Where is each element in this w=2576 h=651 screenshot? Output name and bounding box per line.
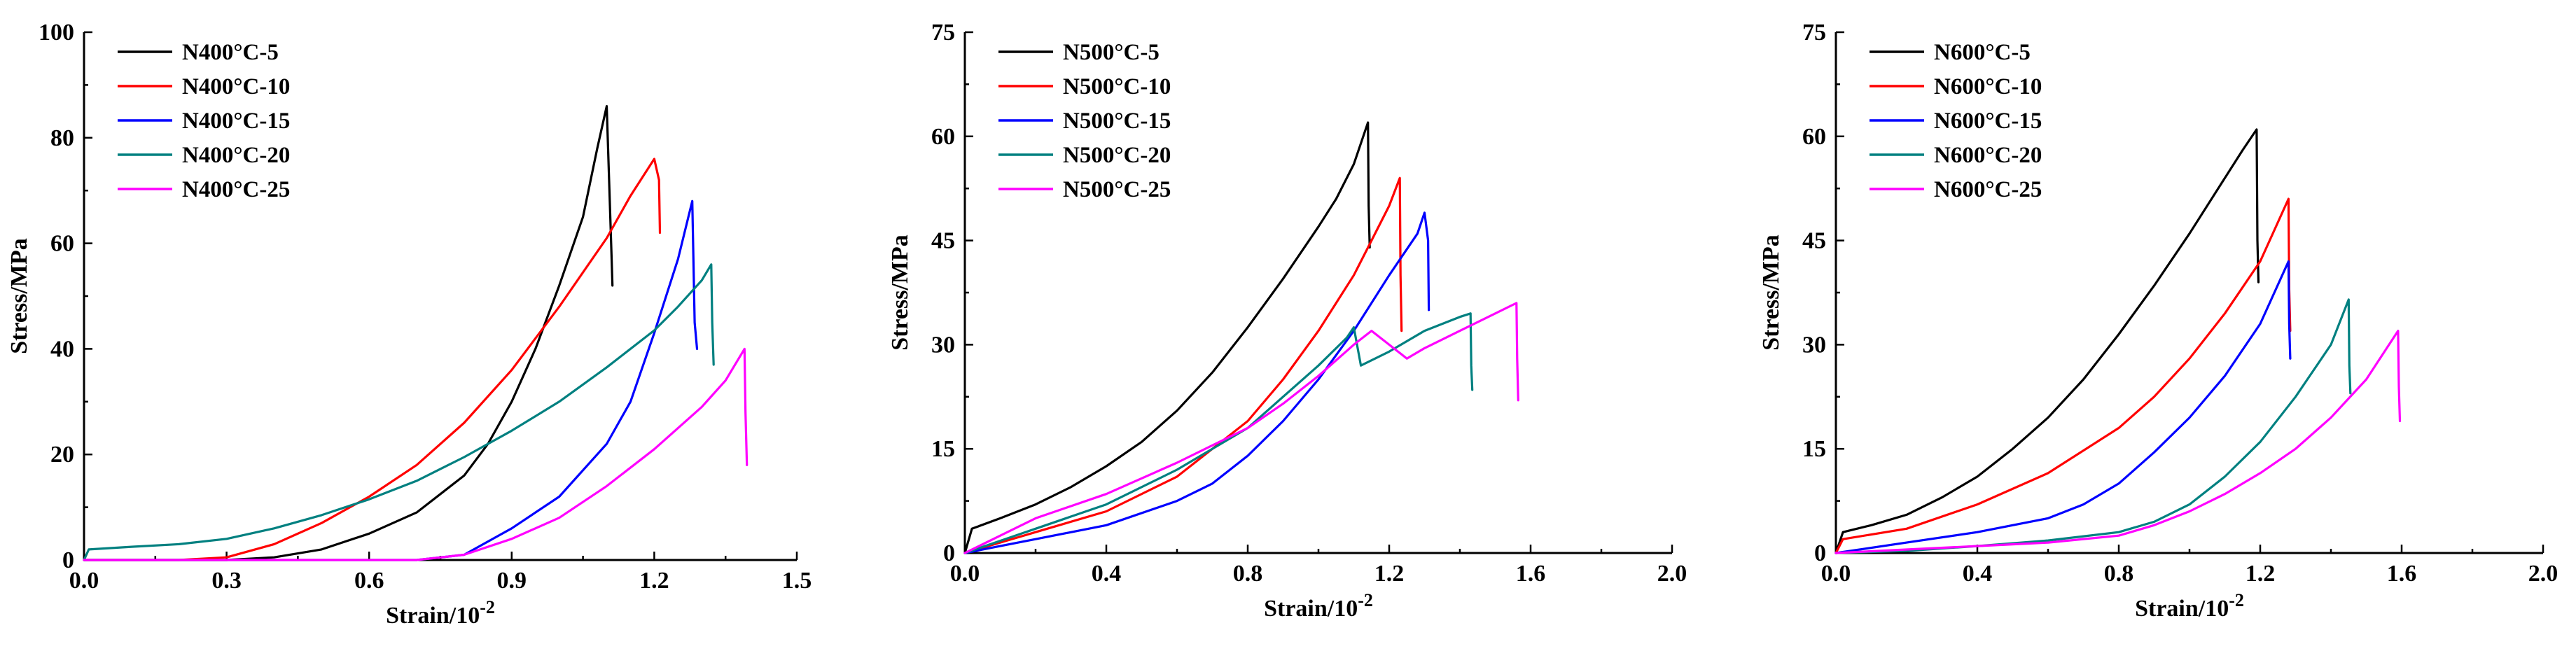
x-tick-label: 0.8: [1233, 561, 1263, 587]
series-line-5: [963, 302, 1519, 554]
legend-entry: N400°C-10: [182, 74, 290, 99]
y-tick-label: 0: [943, 540, 955, 566]
legend-entry: N600°C-20: [1934, 143, 2042, 168]
x-tick-label: 1.2: [2246, 561, 2276, 587]
x-tick-label: 2.0: [2528, 561, 2558, 587]
legend-entry: N500°C-5: [1063, 40, 1160, 65]
y-tick-label: 30: [1802, 332, 1826, 358]
x-axis-label: Strain/10-2: [386, 597, 495, 629]
series-line-4: [1834, 298, 2352, 554]
x-tick-label: 0.4: [1963, 561, 1993, 587]
y-tick-label: 75: [1802, 20, 1826, 46]
x-tick-label: 1.2: [1374, 561, 1405, 587]
legend-entry: N600°C-25: [1934, 177, 2042, 202]
legend-entry: N600°C-10: [1934, 74, 2042, 99]
legend-entry: N400°C-20: [182, 143, 290, 168]
chart-panel-1: 0.0 0.3 0.6 0.9 1.2 1.5 0 20 40 60 80 100 Strain/10-…: [6, 20, 812, 629]
y-tick-label: 0: [1814, 540, 1826, 566]
legend-entry: N500°C-10: [1063, 74, 1171, 99]
x-tick-label: 1.6: [2387, 561, 2417, 587]
x-tick-label: 2.0: [1657, 561, 1687, 587]
x-axis-label-superscript: -2: [2229, 590, 2244, 610]
y-tick-label: 15: [931, 436, 955, 462]
y-axis-label: Stress/MPa: [6, 238, 32, 354]
series-line-1: [83, 105, 614, 561]
x-axis-label: Strain/10-2: [2135, 590, 2244, 622]
legend-entry: N600°C-5: [1934, 40, 2031, 65]
legend-entry: N400°C-5: [182, 40, 279, 65]
legend-entry: N500°C-15: [1063, 108, 1171, 134]
legend-entry: N400°C-25: [182, 177, 290, 202]
series-line-3: [1834, 260, 2292, 554]
x-tick-label: 0.0: [69, 568, 99, 594]
series-line-3: [83, 200, 699, 561]
legend-entry: N500°C-25: [1063, 177, 1171, 202]
series-line-1: [1834, 128, 2260, 554]
series-line-5: [1834, 330, 2402, 554]
y-axis-label: Stress/MPa: [887, 234, 913, 351]
y-tick-label: 20: [50, 442, 74, 468]
series-line-4: [83, 263, 715, 561]
x-tick-label: 1.5: [782, 568, 812, 594]
y-tick-label: 15: [1802, 436, 1826, 462]
x-tick-label: 0.0: [1821, 561, 1851, 587]
x-tick-label: 0.8: [2104, 561, 2134, 587]
x-axis-label-superscript: -2: [480, 597, 495, 617]
x-tick-label: 1.6: [1516, 561, 1546, 587]
y-tick-label: 40: [50, 336, 74, 362]
y-tick-label: 100: [39, 20, 74, 46]
y-tick-label: 60: [1802, 124, 1826, 150]
chart-panel-3: 0.0 0.4 0.8 1.2 1.6 2.0 0 15 30 45 60 75 Strain/10-2…: [1758, 20, 2558, 622]
x-tick-label: 0.9: [497, 568, 527, 594]
y-tick-label: 80: [50, 125, 74, 151]
legend-entry: N400°C-15: [182, 108, 290, 134]
series-line-2: [963, 176, 1403, 554]
legend-entry: N600°C-15: [1934, 108, 2042, 134]
x-axis-label-superscript: -2: [1358, 590, 1373, 610]
x-axis-label: Strain/10-2: [1264, 590, 1373, 622]
y-tick-label: 60: [50, 231, 74, 257]
y-tick-label: 45: [931, 228, 955, 254]
series-line-1: [963, 121, 1371, 554]
x-tick-label: 0.3: [211, 568, 242, 594]
y-axis-label: Stress/MPa: [1758, 234, 1784, 351]
x-tick-label: 0.0: [950, 561, 980, 587]
series-line-4: [963, 312, 1474, 554]
x-tick-label: 1.2: [639, 568, 669, 594]
series-line-5: [83, 347, 749, 561]
x-tick-label: 0.6: [354, 568, 384, 594]
y-tick-label: 45: [1802, 228, 1826, 254]
series-line-2: [1834, 197, 2292, 554]
y-tick-label: 60: [931, 124, 955, 150]
y-tick-label: 0: [62, 547, 74, 573]
chart-panel-2: 0.0 0.4 0.8 1.2 1.6 2.0 0 15 30 45 60 75 Strain/10-2…: [887, 20, 1687, 622]
legend-entry: N500°C-20: [1063, 143, 1171, 168]
series-line-3: [963, 211, 1430, 554]
x-tick-label: 0.4: [1092, 561, 1122, 587]
series-line-2: [83, 158, 662, 561]
y-tick-label: 75: [931, 20, 955, 46]
y-tick-label: 30: [931, 332, 955, 358]
